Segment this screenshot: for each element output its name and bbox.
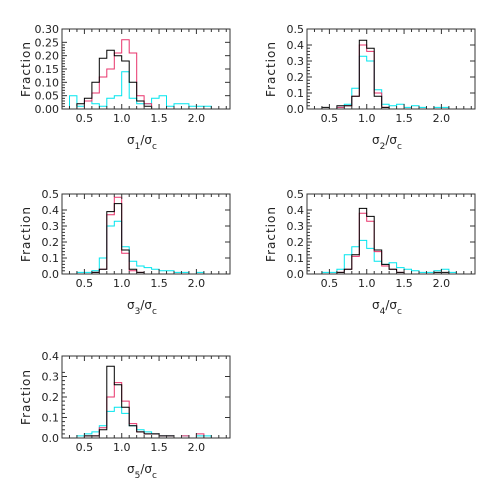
y-tick-label: 0.5	[287, 188, 305, 201]
y-tick-label: 0.15	[35, 63, 60, 76]
x-tick-label: 0.5	[76, 441, 94, 454]
histogram-panel-3: 0.5 1.0 1.5 2.0 0.0 0.1 0.2 0.3 0.4 0.5 Fraction σ3…	[19, 188, 231, 317]
x-axis-label: σ5/σc	[127, 462, 157, 481]
histogram-series-1	[314, 39, 464, 110]
y-tick-label: 0.1	[42, 412, 60, 425]
x-tick-label: 2.0	[433, 277, 451, 290]
x-tick-label: 1.5	[395, 112, 413, 125]
y-axis-label: Fraction	[264, 206, 278, 262]
histogram-series-2	[314, 44, 464, 110]
plot-frame	[61, 193, 231, 275]
x-tick-label: 1.0	[113, 441, 131, 454]
plot-frame	[306, 193, 476, 275]
x-tick-label: 2.0	[188, 112, 206, 125]
y-tick-label: 0.1	[42, 252, 60, 265]
x-tick-label: 1.0	[113, 112, 131, 125]
x-axis-label: σ4/σc	[372, 298, 402, 317]
y-tick-label: 0.3	[42, 220, 60, 233]
histogram-series-2	[69, 196, 219, 275]
x-tick-label: 1.5	[150, 112, 168, 125]
plot-frame	[61, 355, 231, 439]
y-tick-label: 0.5	[287, 23, 305, 36]
y-tick-label: 0.2	[42, 391, 60, 404]
x-tick-label: 0.5	[76, 112, 94, 125]
y-tick-label: 0.4	[42, 350, 60, 363]
x-tick-label: 1.0	[358, 277, 376, 290]
y-tick-label: 0.5	[42, 188, 60, 201]
y-tick-label: 0.4	[287, 39, 305, 52]
histogram-series-3	[314, 55, 464, 110]
y-tick-label: 0.30	[35, 23, 60, 36]
y-tick-label: 0.3	[287, 55, 305, 68]
histogram-panel-4: 0.5 1.0 1.5 2.0 0.0 0.1 0.2 0.3 0.4 0.5 Fraction σ4…	[264, 188, 476, 317]
y-axis-label: Fraction	[19, 41, 33, 97]
y-tick-label: 0.3	[287, 220, 305, 233]
y-tick-label: 0.00	[35, 103, 60, 116]
histogram-panel-5: 0.5 1.0 1.5 2.0 0.0 0.1 0.2 0.3 0.4 Fraction σ5/σc	[19, 350, 231, 481]
x-tick-label: 2.0	[433, 112, 451, 125]
histogram-panel-1: 0.5 1.0 1.5 2.0 0.000.050.100.150.200.250.30…	[19, 23, 231, 152]
histogram-series-3	[314, 239, 464, 275]
y-tick-label: 0.4	[287, 204, 305, 217]
x-tick-label: 1.0	[358, 112, 376, 125]
x-axis-label: σ3/σc	[127, 298, 157, 317]
x-tick-label: 1.5	[150, 277, 168, 290]
x-tick-label: 0.5	[76, 277, 94, 290]
y-tick-label: 0.05	[35, 90, 60, 103]
x-tick-label: 1.0	[113, 277, 131, 290]
y-tick-label: 0.2	[287, 236, 305, 249]
plot-frame	[306, 28, 476, 110]
y-axis-label: Fraction	[19, 369, 33, 425]
x-axis-label: σ1/σc	[127, 133, 157, 152]
x-tick-label: 2.0	[188, 277, 206, 290]
histogram-series-1	[69, 203, 219, 275]
y-axis-label: Fraction	[264, 41, 278, 97]
y-tick-label: 0.0	[287, 268, 305, 281]
y-axis-label: Fraction	[19, 206, 33, 262]
histogram-series-3	[69, 220, 219, 275]
y-tick-label: 0.10	[35, 76, 60, 89]
y-tick-label: 0.2	[287, 71, 305, 84]
y-tick-label: 0.0	[42, 432, 60, 445]
y-tick-label: 0.0	[287, 103, 305, 116]
histogram-series-1	[69, 365, 219, 439]
y-tick-label: 0.25	[35, 36, 60, 49]
x-tick-label: 2.0	[188, 441, 206, 454]
y-tick-label: 0.4	[42, 204, 60, 217]
x-tick-label: 0.5	[321, 112, 339, 125]
x-tick-label: 1.5	[150, 441, 168, 454]
x-tick-label: 1.5	[395, 277, 413, 290]
x-axis-label: σ2/σc	[372, 133, 402, 152]
histogram-panel-2: 0.5 1.0 1.5 2.0 0.0 0.1 0.2 0.3 0.4 0.5 Fraction σ2…	[264, 23, 476, 152]
y-tick-label: 0.20	[35, 50, 60, 63]
y-tick-label: 0.1	[287, 252, 305, 265]
histogram-series-1	[314, 207, 464, 275]
y-tick-label: 0.3	[42, 371, 60, 384]
y-tick-label: 0.2	[42, 236, 60, 249]
x-tick-label: 0.5	[321, 277, 339, 290]
plot-frame	[61, 28, 231, 110]
y-tick-label: 0.1	[287, 87, 305, 100]
y-tick-label: 0.0	[42, 268, 60, 281]
